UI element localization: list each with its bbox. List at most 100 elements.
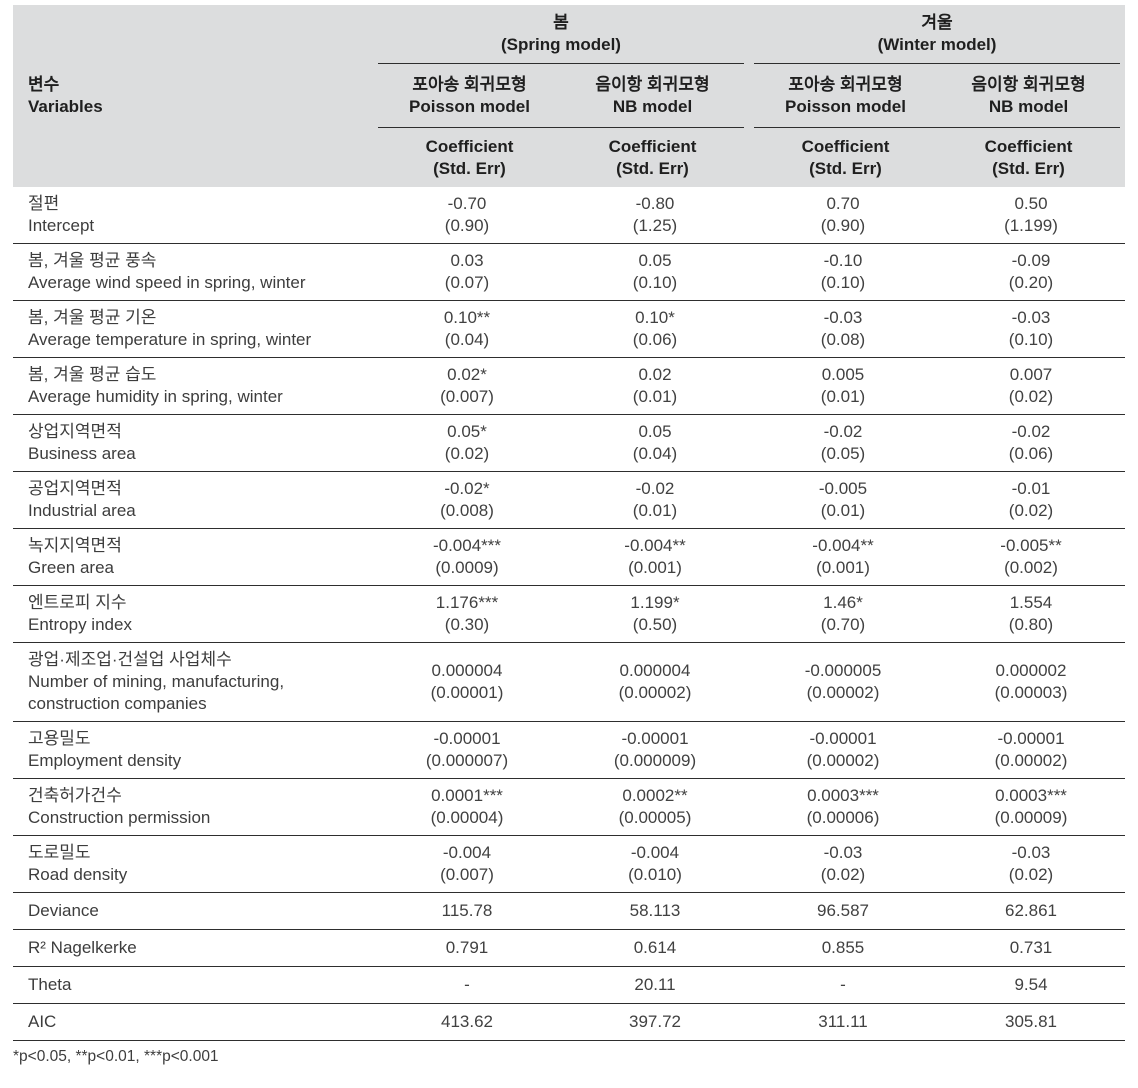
coefficient-value: 0.50 (1014, 194, 1048, 213)
variable-label-en: Average wind speed in spring, winter (28, 273, 306, 292)
fit-statistic-label: AIC (28, 1012, 57, 1031)
coefficient-cell: 0.10** (0.04) (373, 301, 561, 357)
coefficient-cell: -0.02 (0.06) (937, 415, 1125, 471)
fit-statistic-value: 0.855 (821, 938, 865, 957)
coefficient-value: -0.00001 (997, 729, 1065, 748)
std-err-value: (0.02) (1008, 501, 1054, 520)
fit-statistic-value: 115.78 (441, 901, 493, 920)
coefficient-cell: -0.80 (1.25) (561, 187, 749, 243)
variable-label-ko: 봄, 겨울 평균 습도 (28, 365, 157, 384)
coefficient-value: -0.00001 (433, 729, 501, 748)
coefficient-cell: -0.03 (0.02) (937, 836, 1125, 892)
variable-label-en: Average temperature in spring, winter (28, 330, 312, 349)
coefficient-value: -0.005** (1000, 536, 1062, 555)
variable-label: 엔트로피 지수 Entropy index (13, 586, 373, 642)
table-row: 봄, 겨울 평균 습도 Average humidity in spring, … (13, 357, 1125, 414)
winter-title-en: (Winter model) (877, 35, 997, 54)
coefficient-value: -0.70 (447, 194, 487, 213)
std-err-value: (0.70) (820, 615, 866, 634)
fit-statistic-value: 397.72 (629, 1012, 681, 1031)
variable-label-ko: 엔트로피 지수 (28, 593, 127, 612)
variable-label-en: Road density (28, 865, 128, 884)
std-err-value: (0.04) (632, 444, 678, 463)
coefficient-value: 0.05 (638, 251, 672, 270)
spring-nb-ko: 음이항 회귀모형 (595, 74, 710, 94)
variable-label-en: Green area (28, 558, 114, 577)
std-err-value: (0.00002) (806, 683, 880, 702)
std-err-value: (0.80) (1008, 615, 1054, 634)
std-err-value: (0.010) (628, 865, 682, 884)
winter-poisson-ko: 포아송 회귀모형 (788, 74, 903, 94)
winter-group-title: 겨울 (Winter model) (749, 5, 1125, 63)
coefficient-value: -0.02 (1011, 422, 1051, 441)
coefficient-cell: 1.199* (0.50) (561, 586, 749, 642)
coefficient-cell: 1.46* (0.70) (749, 586, 937, 642)
fit-statistic-value: 58.113 (629, 901, 681, 920)
coefficient-cell: -0.03 (0.02) (749, 836, 937, 892)
coefficient-value: 0.000004 (431, 661, 503, 680)
variable-label-en: Construction permission (28, 808, 211, 827)
fit-statistic-label: Deviance (28, 901, 99, 920)
coefficient-value: 0.0003*** (807, 786, 879, 805)
spring-nb-coef-header: Coefficient (Std. Err) (608, 136, 697, 178)
std-err-value: (0.007) (440, 387, 494, 406)
variable-label-ko: 도로밀도 (28, 843, 91, 862)
std-err-value: (0.06) (632, 330, 678, 349)
model-fit-row: Theta - 20.11 - 9.54 (13, 966, 1125, 1003)
coefficient-value: 0.02 (638, 365, 672, 384)
fit-statistic-value: 413.62 (441, 1012, 493, 1031)
variable-label: 절편 Intercept (13, 187, 373, 243)
coefficient-value: 0.007 (1009, 365, 1053, 384)
std-err-value: (0.000007) (425, 751, 509, 770)
variable-label: 공업지역면적 Industrial area (13, 472, 373, 528)
coefficient-value: -0.10 (823, 251, 863, 270)
model-fit-row: Deviance 115.78 58.113 96.587 62.861 (13, 892, 1125, 929)
variable-label-en: Average humidity in spring, winter (28, 387, 283, 406)
fit-statistic-value: - (464, 975, 470, 994)
fit-statistic-value: 62.861 (1005, 901, 1057, 920)
coefficient-value: -0.005 (818, 479, 868, 498)
coefficient-cell: -0.00001 (0.00002) (749, 722, 937, 778)
coefficient-cell: -0.03 (0.08) (749, 301, 937, 357)
coefficient-value: 0.70 (826, 194, 860, 213)
coefficient-value: 1.199* (630, 593, 680, 612)
coefficient-cell: -0.02 (0.05) (749, 415, 937, 471)
coefficient-value: 0.10* (635, 308, 675, 327)
coefficient-value: 0.0003*** (995, 786, 1067, 805)
coefficient-cell: 0.005 (0.01) (749, 358, 937, 414)
table-header: 변수 Variables 봄 (Spring model) 포아송 회귀모형 P… (13, 5, 1125, 187)
fit-statistic-label: R² Nagelkerke (28, 938, 137, 957)
std-err-value: (0.001) (628, 558, 682, 577)
fit-statistic-value: - (840, 975, 846, 994)
variable-label: 도로밀도 Road density (13, 836, 373, 892)
fit-statistic-value: 0.791 (445, 938, 489, 957)
coefficient-cell: -0.004 (0.010) (561, 836, 749, 892)
coefficient-cell: 0.0002** (0.00005) (561, 779, 749, 835)
coefficient-cell: -0.005** (0.002) (937, 529, 1125, 585)
winter-model-group-header: 겨울 (Winter model) 포아송 회귀모형 Poisson model… (749, 5, 1125, 187)
std-err-value: (0.01) (632, 387, 678, 406)
table-row: 녹지지역면적 Green area -0.004*** (0.0009) -0.… (13, 528, 1125, 585)
significance-footnote: *p<0.05, **p<0.01, ***p<0.001 (13, 1048, 219, 1065)
coefficient-value: -0.004** (812, 536, 874, 555)
std-err-value: (0.06) (1008, 444, 1054, 463)
std-err-value: (0.02) (1008, 387, 1054, 406)
variables-header-ko: 변수 (28, 75, 60, 94)
coefficient-value: 1.46* (823, 593, 863, 612)
std-err-value: (0.00003) (994, 683, 1068, 702)
std-err-value: (0.00006) (806, 808, 880, 827)
winter-nb-en: NB model (988, 96, 1069, 116)
spring-title-ko: 봄 (553, 13, 569, 32)
std-err-value: (0.10) (1008, 330, 1054, 349)
coefficient-cell: 0.02* (0.007) (373, 358, 561, 414)
coefficient-cell: -0.09 (0.20) (937, 244, 1125, 300)
coefficient-cell: -0.02 (0.01) (561, 472, 749, 528)
winter-poisson-coef-header: Coefficient (Std. Err) (801, 136, 890, 178)
std-err-value: (0.02) (444, 444, 490, 463)
spring-title-en: (Spring model) (501, 35, 621, 54)
coefficient-cell: -0.005 (0.01) (749, 472, 937, 528)
coefficient-value: -0.004 (630, 843, 680, 862)
variable-label-en: Employment density (28, 751, 182, 770)
fit-statistic-value: 305.81 (1005, 1012, 1057, 1031)
coefficient-value: -0.00001 (621, 729, 689, 748)
